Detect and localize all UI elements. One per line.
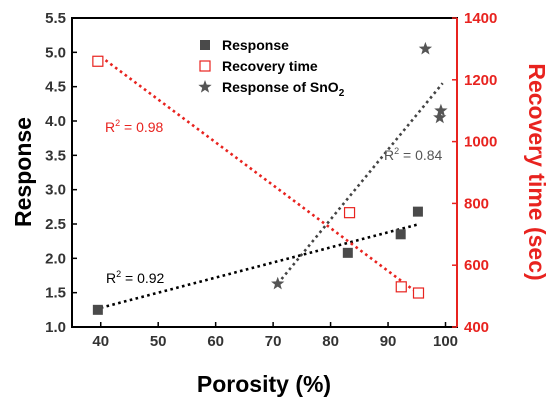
- r2-response-r: R: [106, 270, 116, 286]
- fit-line: [99, 55, 421, 296]
- r2-response-value: = 0.92: [121, 270, 164, 286]
- y-tick-label: 5.0: [45, 44, 66, 61]
- legend-marker-response: [200, 40, 210, 50]
- y-axis-title: Response: [10, 117, 36, 227]
- legend-marker-sno2: [198, 80, 212, 93]
- x-tick-label: 80: [322, 333, 339, 350]
- y-tick-label: 2.5: [45, 216, 66, 233]
- r2-sno2-value: = 0.84: [399, 147, 442, 163]
- y-tick-label: 3.5: [45, 147, 66, 164]
- markers: [92, 41, 448, 315]
- data-point-recovery: [395, 281, 407, 293]
- r2-sno2-r: R: [384, 147, 394, 163]
- data-point-recovery: [343, 207, 356, 219]
- fit-line: [276, 82, 444, 285]
- y2-tick-label: 1400: [464, 10, 497, 27]
- data-point-recovery: [412, 287, 425, 299]
- x-tick-label: 90: [380, 333, 397, 350]
- data-point-sno2: [434, 103, 448, 117]
- data-point-sno2: [271, 276, 285, 290]
- data-point-response: [92, 304, 103, 315]
- data-point-response: [412, 206, 423, 217]
- fit-lines: [99, 55, 444, 310]
- legend: Response Recovery time Response of SnO2: [198, 37, 345, 99]
- y-tick-label: 1.5: [45, 285, 66, 302]
- x-tick-label: 60: [207, 333, 224, 350]
- data-point-response: [342, 247, 353, 258]
- r2-annotation-response: R2 = 0.92: [106, 269, 165, 286]
- ticks: 40 50 60 70 80 90 100 1.0 1.5 2.0 2.5 3.0 3.5 4.0 4.5 5…: [45, 10, 497, 350]
- r2-recovery-sup: 2: [115, 118, 120, 128]
- r2-sno2-sup: 2: [394, 146, 399, 156]
- x-tick-label: 100: [433, 333, 458, 350]
- x-axis-title: Porosity (%): [197, 371, 331, 397]
- r2-response-sup: 2: [116, 269, 121, 279]
- y2-tick-label: 800: [464, 195, 489, 212]
- y2-axis-title: Recovery time (sec): [524, 63, 550, 280]
- y-tick-label: 4.5: [45, 79, 66, 96]
- x-tick-label: 70: [265, 333, 282, 350]
- y2-tick-label: 1200: [464, 72, 497, 89]
- y-tick-label: 3.0: [45, 182, 66, 199]
- y2-tick-label: 600: [464, 257, 489, 274]
- r2-annotation-recovery: R2 = 0.98: [105, 118, 164, 135]
- legend-sno2-subscript: 2: [339, 88, 345, 99]
- data-point-response: [395, 229, 406, 240]
- legend-marker-recovery: [199, 60, 211, 72]
- r2-recovery-value: = 0.98: [120, 119, 163, 135]
- fit-line: [100, 222, 420, 310]
- legend-label-sno2: Response of SnO2: [222, 79, 345, 99]
- x-tick-label: 40: [92, 333, 109, 350]
- y-tick-label: 1.0: [45, 319, 66, 336]
- r2-annotation-sno2: R2 = 0.84: [384, 146, 443, 163]
- y2-tick-label: 1000: [464, 134, 497, 151]
- legend-label-recovery: Recovery time: [222, 58, 318, 74]
- r2-recovery-r: R: [105, 119, 115, 135]
- data-point-sno2: [418, 41, 433, 55]
- y-tick-label: 2.0: [45, 250, 66, 267]
- legend-sno2-text: Response of SnO: [222, 79, 339, 95]
- y-tick-label: 5.5: [45, 10, 66, 27]
- y2-tick-label: 400: [464, 319, 489, 336]
- x-tick-label: 50: [150, 333, 167, 350]
- y-tick-label: 4.0: [45, 113, 66, 130]
- data-point-sno2: [433, 110, 447, 124]
- data-point-recovery: [92, 55, 104, 67]
- legend-label-response: Response: [222, 37, 289, 53]
